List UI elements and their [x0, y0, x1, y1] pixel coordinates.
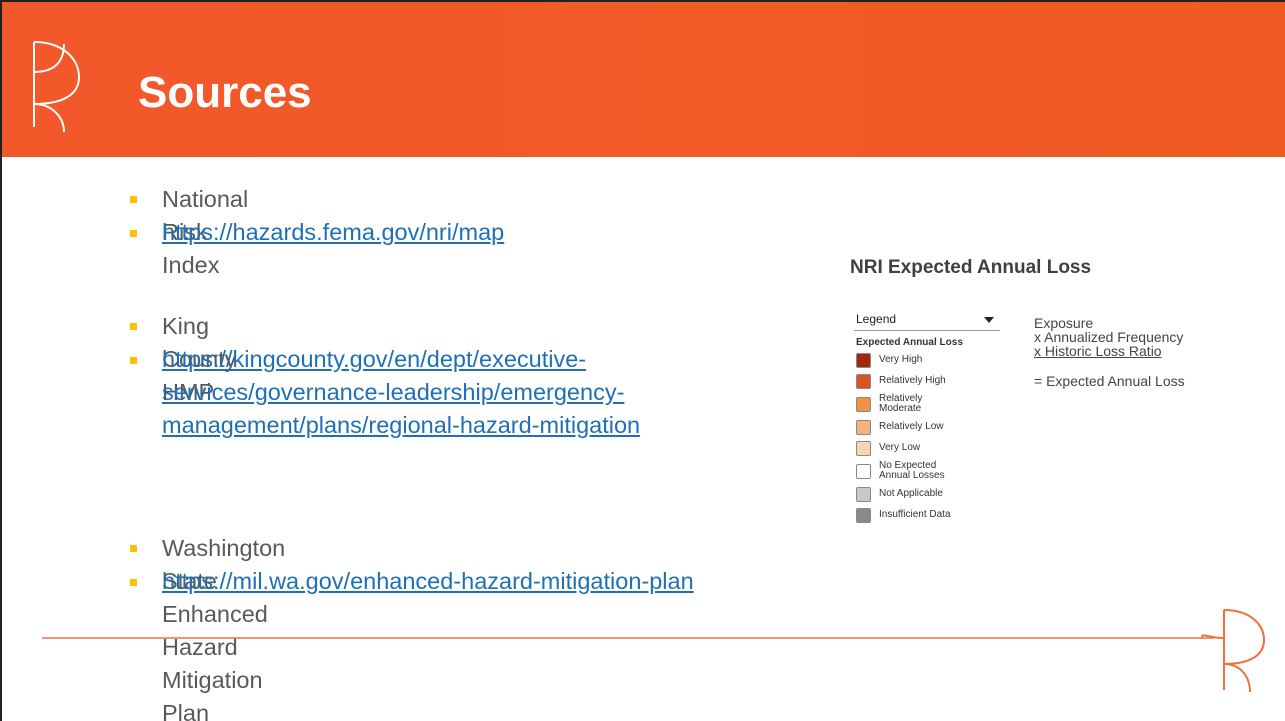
legend-row: Relatively High [856, 373, 1000, 389]
legend-swatch [856, 486, 871, 502]
legend-row: Not Applicable [856, 486, 1000, 502]
legend-label: Relatively Low [879, 421, 944, 432]
formula: Exposure x Annualized Frequency x Histor… [1034, 316, 1185, 388]
formula-result: = Expected Annual Loss [1034, 373, 1185, 389]
bullet-link[interactable]: https://hazards.fema.gov/nri/map [162, 219, 505, 245]
legend-dropdown[interactable]: Legend [854, 310, 1000, 331]
legend-swatch [856, 507, 871, 523]
bullet-marker [130, 545, 137, 552]
bullet-text: Washington State Enhanced Hazard Mitigat… [162, 535, 286, 721]
legend-label: Relatively Moderate [879, 393, 923, 414]
bullet-marker [130, 230, 137, 237]
header: Sources [2, 2, 1285, 157]
legend-swatch [856, 352, 871, 368]
bullet-marker [130, 196, 137, 203]
bullet-text: National Risk Index [162, 186, 249, 278]
legend-label: Very Low [879, 442, 921, 453]
legend-swatch [856, 373, 871, 389]
legend-row: Relatively Low [856, 419, 1000, 435]
legend-label: Insufficient Data [879, 509, 951, 520]
legend-row: No Expected Annual Losses [856, 461, 1000, 481]
legend-label: No Expected Annual Losses [879, 460, 945, 481]
legend-row: Insufficient Data [856, 507, 1000, 523]
legend-label: Not Applicable [879, 488, 943, 499]
legend-label: Very High [879, 354, 923, 365]
formula-line: x Historic Loss Ratio [1034, 343, 1162, 359]
formula-line: x Annualized Frequency [1034, 329, 1184, 345]
bullet-link[interactable]: https://kingcounty.gov/en/dept/executive… [162, 346, 641, 438]
panel-title: NRI Expected Annual Loss [850, 257, 1092, 278]
legend-row: Very Low [856, 440, 1000, 456]
bullet-marker [130, 579, 137, 586]
legend: Legend Expected Annual Loss Very High Rel… [854, 310, 1000, 528]
logo [33, 41, 81, 133]
bullet-link[interactable]: https://mil.wa.gov/enhanced-hazard-mitig… [162, 568, 694, 594]
legend-subtitle: Expected Annual Loss [856, 337, 963, 348]
legend-row: Very High [856, 352, 1000, 368]
legend-swatch [856, 396, 871, 412]
bullet-marker [130, 323, 137, 330]
slide-title: Sources [138, 68, 312, 117]
legend-swatch [856, 463, 871, 479]
formula-line: Exposure [1034, 315, 1094, 331]
legend-swatch [856, 419, 871, 435]
legend-rows: Very High Relatively High Relatively Moder… [854, 352, 1000, 523]
bullet-marker [130, 357, 137, 364]
legend-swatch [856, 440, 871, 456]
legend-row: Relatively Moderate [856, 394, 1000, 414]
bullet-text: King County HMP [162, 313, 237, 405]
legend-label: Relatively High [879, 375, 946, 386]
